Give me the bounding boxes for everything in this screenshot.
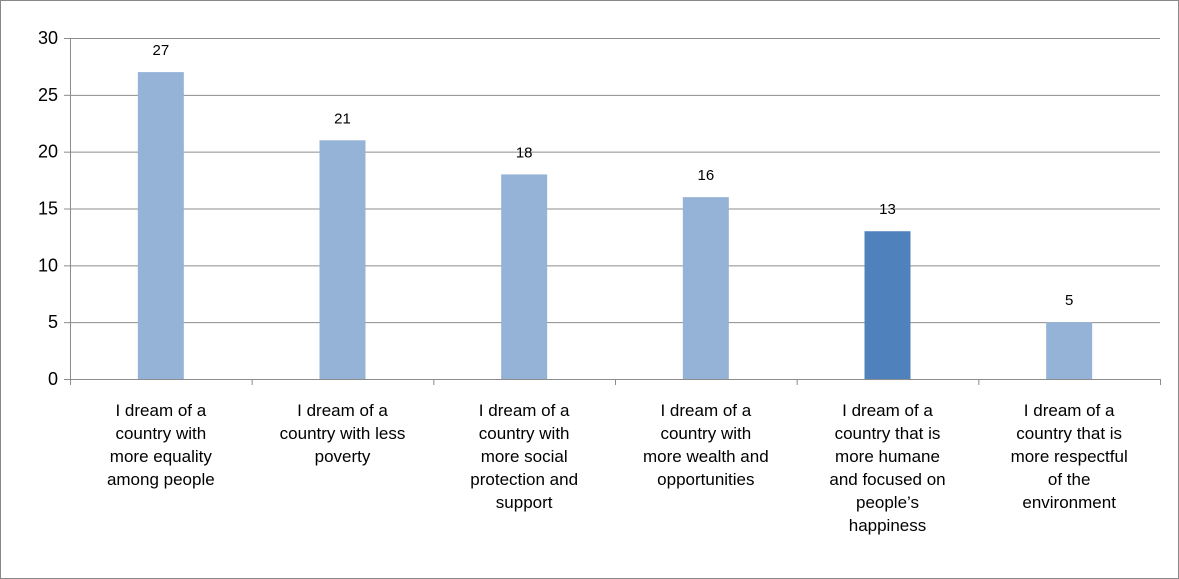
x-category-label-line: I dream of a (1023, 401, 1115, 420)
axes: 0 5 10 15 20 25 30 (38, 28, 1161, 389)
data-label: 18 (516, 144, 533, 161)
bar (864, 231, 911, 379)
x-category-label-line: country with (660, 424, 752, 443)
bars (137, 72, 1093, 379)
x-category-label-line: protection and (470, 470, 579, 489)
data-label: 16 (697, 167, 714, 184)
x-category-label-line: I dream of a (115, 401, 207, 420)
x-category-label-line: country with less (279, 424, 406, 443)
x-category-label: I dream of a country with less poverty (253, 399, 433, 468)
x-category-label-line: poverty (314, 447, 371, 466)
x-category-label-line: country with (115, 424, 207, 443)
x-category-label-line: more wealth and (642, 447, 769, 466)
y-tick-label: 30 (38, 28, 58, 48)
x-category-label-line: more equality (109, 447, 212, 466)
y-tick-label: 5 (48, 312, 58, 332)
bar (501, 174, 548, 379)
bar (137, 72, 184, 379)
x-category-label: I dream of a country that is more respectf… (979, 399, 1159, 514)
bar (682, 197, 729, 379)
y-tick-label: 15 (38, 199, 58, 219)
x-category-label-line: I dream of a (478, 401, 570, 420)
x-category-label-line: environment (1022, 493, 1116, 512)
data-label: 13 (879, 201, 896, 218)
x-category-label-line: people’s (855, 493, 920, 512)
x-category-label: I dream of a country with more equality amo… (71, 399, 251, 491)
x-category-label-line: support (495, 493, 553, 512)
y-tick-label: 25 (38, 85, 58, 105)
y-tick-label: 10 (38, 255, 58, 275)
x-category-label-line: and focused on (829, 470, 946, 489)
x-category-label-line: country that is (834, 424, 941, 443)
data-label: 27 (152, 42, 169, 59)
y-tick-label: 20 (38, 142, 58, 162)
x-category-label-line: I dream of a (297, 401, 388, 420)
x-category-label-line: more respectful (1010, 447, 1128, 466)
x-category-label: I dream of a country with more social prote… (434, 399, 614, 514)
data-label: 21 (334, 110, 351, 127)
x-category-label-line: more humane (835, 447, 940, 466)
x-category-label: I dream of a country that is more humane an… (798, 399, 978, 537)
data-labels: 27 21 18 16 13 5 (152, 42, 1073, 309)
bar (1046, 322, 1093, 379)
x-category-label-line: I dream of a (842, 401, 933, 420)
gridlines (70, 38, 1160, 324)
bar (319, 140, 366, 379)
x-category-label: I dream of a country with more wealth and o… (616, 399, 796, 491)
y-tick-label: 0 (48, 369, 58, 389)
data-label: 5 (1065, 292, 1073, 309)
x-category-label-line: of the (1047, 470, 1091, 489)
x-category-label-line: happiness (848, 516, 927, 535)
x-category-label-line: more social (480, 447, 568, 466)
x-category-label-line: country that is (1016, 424, 1123, 443)
x-category-label-line: opportunities (657, 470, 755, 489)
x-category-label-line: country with (478, 424, 570, 443)
x-category-label-line: among people (106, 470, 215, 489)
x-category-label-line: I dream of a (660, 401, 752, 420)
